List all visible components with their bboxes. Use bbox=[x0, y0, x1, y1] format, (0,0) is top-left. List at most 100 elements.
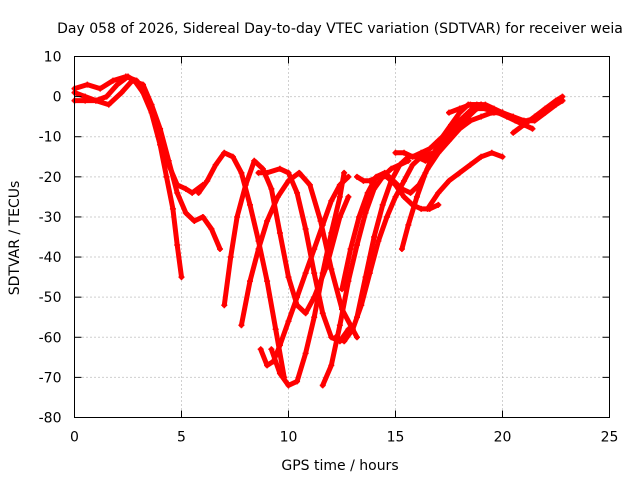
y-tick-label: -50 bbox=[39, 290, 62, 306]
data-point bbox=[92, 97, 99, 104]
data-point bbox=[336, 193, 343, 200]
series-markers-s9 bbox=[268, 169, 348, 389]
data-point bbox=[294, 378, 301, 385]
data-point bbox=[439, 133, 446, 140]
data-point bbox=[189, 189, 196, 196]
data-point bbox=[174, 242, 181, 249]
data-point bbox=[456, 105, 463, 112]
series-markers-s14 bbox=[353, 173, 442, 212]
chart-title: Day 058 of 2026, Sidereal Day-to-day VTE… bbox=[57, 21, 623, 37]
data-point bbox=[285, 318, 292, 325]
data-point bbox=[306, 181, 313, 188]
data-point bbox=[456, 169, 463, 176]
data-point bbox=[217, 246, 224, 253]
data-point bbox=[366, 177, 373, 184]
data-point bbox=[157, 125, 164, 132]
data-point bbox=[375, 238, 382, 245]
data-point bbox=[435, 189, 442, 196]
data-point bbox=[499, 109, 506, 116]
data-point bbox=[276, 165, 283, 172]
series-line-s19 bbox=[510, 94, 565, 136]
data-point bbox=[103, 93, 110, 100]
data-point bbox=[531, 113, 538, 120]
data-point bbox=[542, 105, 549, 112]
y-tick-label: -20 bbox=[39, 170, 62, 186]
series-line-s2 bbox=[72, 74, 206, 196]
data-point bbox=[238, 322, 245, 329]
data-point bbox=[114, 81, 121, 88]
data-point bbox=[110, 77, 117, 84]
series-line-s17 bbox=[425, 150, 505, 212]
data-point bbox=[272, 326, 279, 333]
x-axis-label: GPS time / hours bbox=[281, 458, 398, 474]
data-point bbox=[488, 149, 495, 156]
data-point bbox=[396, 161, 403, 168]
data-point bbox=[353, 334, 360, 341]
y-tick-label: -40 bbox=[39, 250, 62, 266]
data-point bbox=[276, 229, 283, 236]
data-point bbox=[388, 165, 395, 172]
data-point bbox=[165, 157, 172, 164]
data-point bbox=[398, 246, 405, 253]
y-tick-label: -30 bbox=[39, 210, 62, 226]
data-point bbox=[204, 177, 211, 184]
data-point bbox=[413, 193, 420, 200]
data-point bbox=[264, 169, 271, 176]
data-point bbox=[446, 109, 452, 116]
data-point bbox=[418, 205, 425, 212]
x-tick-label: 10 bbox=[280, 430, 298, 446]
y-tick-label: -70 bbox=[39, 370, 62, 386]
data-point bbox=[422, 157, 429, 164]
data-point bbox=[319, 270, 326, 277]
data-point bbox=[276, 342, 283, 349]
data-point bbox=[129, 77, 136, 84]
data-point bbox=[392, 193, 399, 200]
data-point bbox=[195, 189, 202, 196]
data-point bbox=[364, 189, 371, 196]
data-point bbox=[294, 294, 301, 301]
data-point bbox=[84, 81, 91, 88]
y-tick-label: 0 bbox=[53, 90, 62, 106]
data-point bbox=[345, 193, 352, 200]
data-point bbox=[169, 205, 176, 212]
data-point bbox=[520, 121, 527, 128]
data-point bbox=[371, 234, 378, 240]
data-point bbox=[182, 185, 189, 192]
data-point bbox=[255, 169, 262, 176]
data-point bbox=[311, 246, 318, 253]
data-point bbox=[246, 201, 253, 208]
data-point bbox=[422, 169, 429, 176]
data-point bbox=[478, 113, 485, 120]
data-point bbox=[302, 310, 309, 317]
data-point bbox=[148, 101, 155, 108]
data-point bbox=[118, 89, 125, 96]
data-point bbox=[353, 314, 360, 321]
data-point bbox=[302, 270, 309, 277]
data-point bbox=[383, 213, 390, 220]
data-point bbox=[347, 246, 354, 253]
series-markers-s13 bbox=[353, 105, 497, 321]
data-point bbox=[251, 157, 258, 164]
data-point bbox=[353, 173, 360, 180]
data-point bbox=[238, 169, 245, 176]
data-point bbox=[276, 370, 283, 377]
data-point bbox=[285, 169, 292, 176]
data-point bbox=[285, 382, 292, 389]
data-point bbox=[529, 125, 536, 132]
data-point bbox=[82, 97, 89, 104]
data-point bbox=[349, 326, 356, 333]
data-point bbox=[339, 286, 345, 293]
x-tick-label: 0 bbox=[70, 430, 79, 446]
series-markers-s17 bbox=[424, 149, 506, 212]
series-markers-s2 bbox=[71, 73, 206, 196]
x-tick-label: 25 bbox=[601, 430, 619, 446]
data-point bbox=[268, 185, 275, 192]
data-point bbox=[97, 85, 104, 92]
data-point bbox=[182, 209, 189, 216]
data-point bbox=[345, 278, 352, 285]
data-point bbox=[341, 338, 348, 345]
data-point bbox=[446, 177, 452, 184]
data-point bbox=[488, 105, 495, 112]
data-point bbox=[319, 221, 326, 228]
data-point bbox=[460, 113, 467, 120]
